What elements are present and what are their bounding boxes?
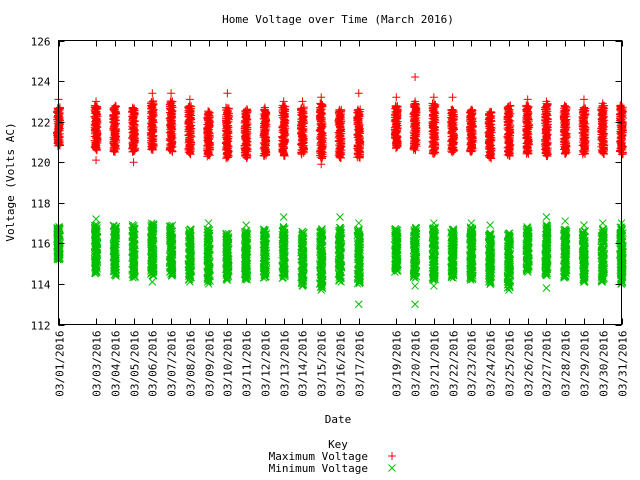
- max-voltage-point-outlier: [411, 73, 420, 82]
- max-voltage-point: [147, 97, 156, 106]
- max-voltage-point-outlier: [223, 89, 232, 98]
- max-voltage-point: [128, 103, 137, 112]
- max-voltage-point-outlier: [429, 93, 438, 102]
- max-voltage-point-outlier: [129, 158, 138, 167]
- max-voltage-point-outlier: [279, 97, 288, 106]
- max-voltage-point: [280, 102, 289, 111]
- max-voltage-point-outlier: [167, 89, 176, 98]
- max-voltage-point: [299, 103, 308, 112]
- max-voltage-point-outlier: [392, 93, 401, 102]
- max-voltage-point: [167, 99, 176, 108]
- max-voltage-point: [242, 105, 251, 114]
- max-voltage-point-outlier: [92, 97, 101, 106]
- max-voltage-point: [356, 105, 365, 114]
- max-voltage-point: [168, 97, 177, 106]
- max-voltage-point-outlier: [523, 95, 532, 104]
- max-voltage-point-outlier: [579, 95, 588, 104]
- max-voltage-point: [111, 101, 120, 110]
- max-voltage-point: [354, 107, 363, 116]
- max-voltage-point-outlier: [298, 97, 307, 106]
- max-voltage-point: [149, 96, 158, 105]
- max-voltage-point-outlier: [448, 93, 457, 102]
- max-voltage-point: [221, 103, 230, 112]
- max-voltage-point: [316, 99, 325, 108]
- plot-area: [53, 73, 627, 309]
- max-voltage-point: [243, 106, 252, 115]
- max-voltage-point: [55, 103, 64, 112]
- max-voltage-point-outlier: [148, 89, 157, 98]
- max-voltage-point-outlier: [354, 89, 363, 98]
- series-maximum-voltage: [53, 73, 627, 169]
- max-voltage-point: [204, 108, 213, 117]
- max-voltage-point: [204, 107, 213, 116]
- max-voltage-point: [90, 101, 99, 110]
- max-voltage-point-outlier: [317, 93, 326, 102]
- chart-title: Home Voltage over Time (March 2016): [222, 13, 454, 26]
- series-minimum-voltage: [53, 213, 627, 309]
- max-voltage-point-outlier: [92, 156, 101, 165]
- max-voltage-point: [260, 105, 269, 114]
- max-voltage-point: [166, 97, 175, 106]
- max-voltage-point-outlier: [185, 95, 194, 104]
- max-voltage-point: [391, 101, 400, 110]
- max-voltage-point: [278, 101, 287, 110]
- max-voltage-point-outlier: [317, 160, 326, 169]
- max-voltage-point: [187, 102, 196, 111]
- max-voltage-point: [337, 105, 346, 114]
- max-voltage-point: [223, 104, 232, 113]
